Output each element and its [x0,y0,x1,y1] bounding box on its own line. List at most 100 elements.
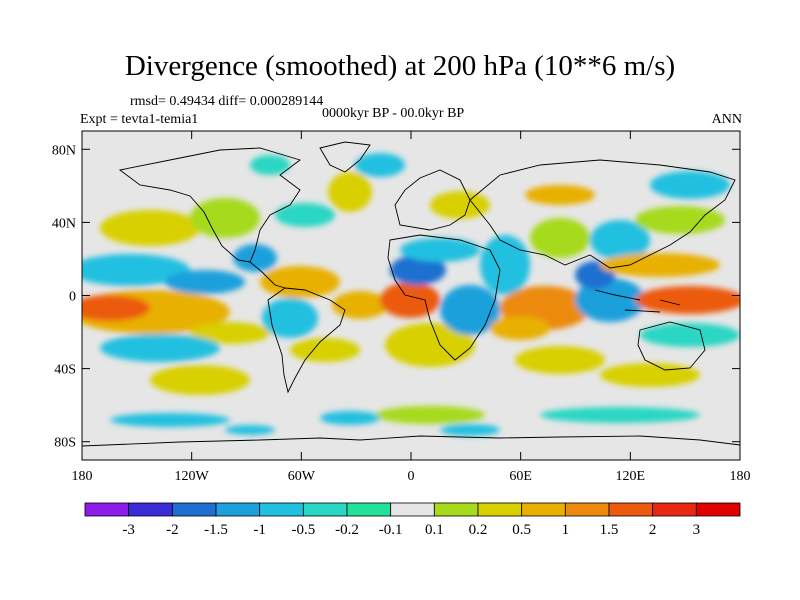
period-line: 0000kyr BP - 00.0kyr BP [322,106,465,121]
field-blob [233,244,277,272]
field-blob [375,406,485,424]
field-blob [490,316,550,340]
lon-tick-label: 120E [616,469,646,484]
experiment-line: Expt = tevta1-temia1 [80,112,199,127]
field-blob [110,413,230,427]
coast-australia [637,321,706,371]
colorbar-label: -1.5 [204,522,228,538]
coast-north-america [118,147,301,263]
colorbar: -3 -2 -1.5 -1 -0.5 -0.2 -0.1 0.1 0.2 0.5 1 1.5 2 3 [84,502,741,538]
coast-asia [469,159,736,269]
field-blob [540,407,700,423]
field-blob [290,338,360,362]
colorbar-swatch [346,502,392,517]
field-blob [515,346,605,374]
field-blob [250,155,290,175]
colorbar-swatch [84,502,130,517]
lon-tick-label: 180 [72,469,93,484]
field-blob [385,323,475,367]
field-blob [332,291,388,319]
lat-tick-label: 80N [52,143,76,158]
field-blob [190,198,260,238]
field-blob [165,270,245,294]
colorbar-label: -0.2 [335,522,359,538]
field-blob [590,220,650,260]
colorbar-swatch [608,502,654,517]
plot-title: Divergence (smoothed) at 200 hPa (10**6 … [124,50,676,82]
latitude-axis: 80N 40N 0 40S 80S [52,143,740,451]
lon-tick-label: 60W [288,469,316,484]
field-blob [525,185,595,205]
colorbar-swatch [259,502,304,517]
field-blob [100,210,200,246]
field-blob [82,254,190,286]
coast-greenland [319,141,371,173]
field-blob [635,286,740,314]
colorbar-swatch [521,502,566,517]
field-blob [150,365,250,395]
field-blob [390,255,446,285]
colorbar-label: 0.2 [469,522,488,538]
field-blob [600,363,700,387]
field-blob [575,278,645,322]
lat-tick-label: 80S [54,436,76,451]
field-blob [262,298,318,338]
lon-tick-label: 0 [408,469,415,484]
field-blob [600,253,720,277]
colorbar-swatch [171,502,217,517]
field-blob [225,425,275,435]
field-blob [328,172,372,212]
colorbar-label: 3 [693,522,701,538]
colorbar-swatch [128,502,173,517]
coast-europe [394,169,471,231]
coast-indonesia [594,289,681,313]
season-label: ANN [711,112,742,127]
coast-antarctica [82,435,740,447]
coastlines [82,141,740,447]
colorbar-label: -1 [253,522,266,538]
field-blob [400,238,480,262]
lon-tick-label: 120W [175,469,210,484]
field-blob [635,206,725,234]
colorbar-swatch [302,502,348,517]
lat-tick-label: 40N [52,216,76,231]
colorbar-swatch [652,502,697,517]
lat-tick-label: 40S [54,363,76,378]
coast-africa [387,234,501,361]
field-blob [530,218,590,258]
field-blob [355,153,405,177]
colorbar-label: -2 [166,522,179,538]
colorbar-swatch [390,502,435,517]
stats-line: rmsd= 0.49434 diff= 0.000289144 [130,94,324,109]
field-blob [430,191,490,219]
colorbar-label: 1.5 [600,522,619,538]
field-blob [440,285,500,335]
field-blob [100,334,220,362]
colorbar-swatch [215,502,261,517]
field-blob [480,235,530,295]
colorbar-swatch [564,502,610,517]
field-blob [650,171,730,199]
field-blob [82,295,150,321]
colorbar-swatch [433,502,479,517]
field-blob [380,282,440,318]
colorbar-swatch [477,502,523,517]
coast-south-america [267,287,346,394]
field-blob [275,203,335,227]
colorbar-label: 2 [649,522,657,538]
longitude-axis: 180 120W 60W 0 60E 120E 180 [72,131,751,484]
colorbar-swatch [695,502,741,517]
colorbar-label: -0.1 [379,522,403,538]
colorbar-label: 0.1 [425,522,444,538]
map-panel: 80N 40N 0 40S 80S 180 120W 60W 0 60E 120E 180 [52,130,751,484]
field-blob [440,424,500,436]
colorbar-label: -0.5 [291,522,315,538]
divergence-field [82,153,740,436]
field-blob [190,322,270,344]
coast-central-america [249,261,286,289]
lon-tick-label: 60E [509,469,532,484]
colorbar-label: 1 [562,522,570,538]
lon-tick-label: 180 [730,469,751,484]
colorbar-label: 0.5 [512,522,531,538]
